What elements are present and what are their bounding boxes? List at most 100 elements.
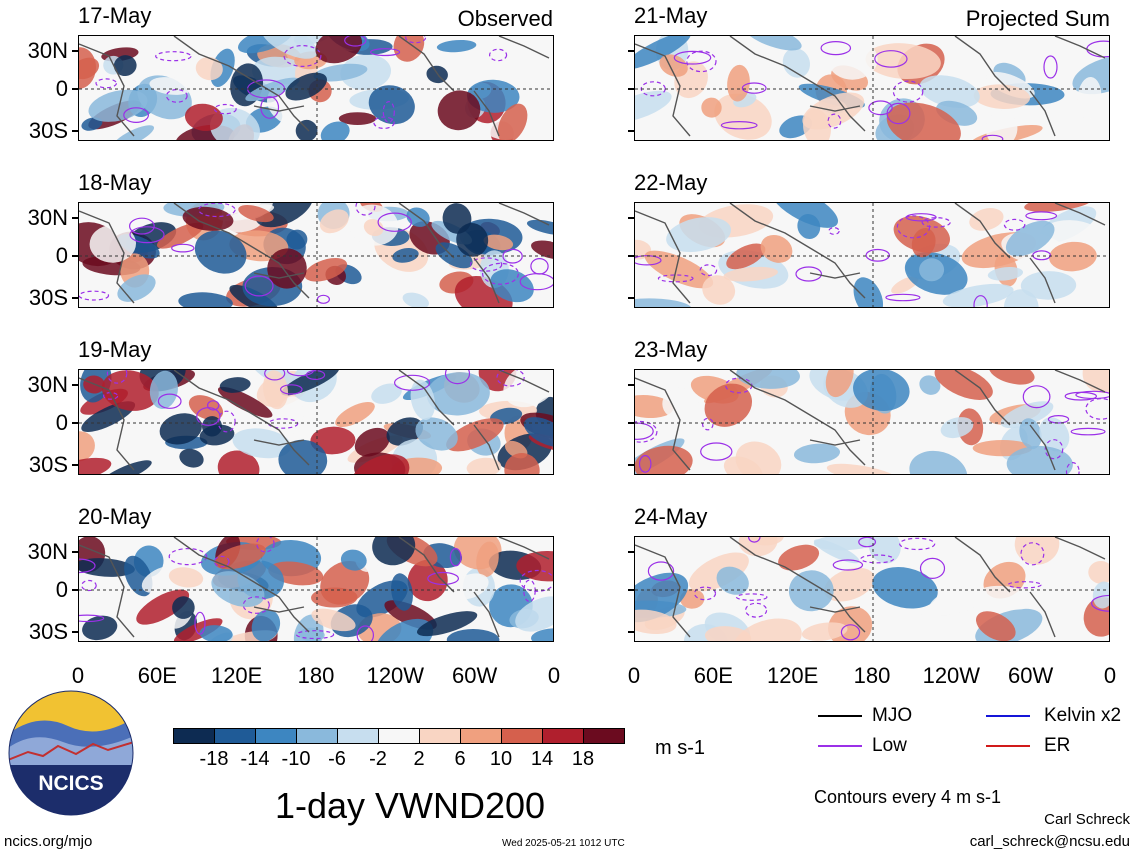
colorbar-tick-label: -10 bbox=[281, 748, 311, 770]
map-panel-23-may bbox=[634, 369, 1110, 475]
latitude-label: 30S bbox=[28, 118, 68, 143]
colorbar-swatch bbox=[501, 728, 543, 744]
longitude-label: 60E bbox=[693, 663, 733, 688]
contours-note: Contours every 4 m s-1 bbox=[814, 787, 1002, 807]
latitude-label: 30S bbox=[28, 452, 68, 477]
latitude-tick bbox=[72, 551, 78, 553]
latitude-tick bbox=[628, 297, 634, 299]
colorbar-swatch bbox=[337, 728, 379, 744]
longitude-label: 0 bbox=[1103, 663, 1117, 688]
wind-field-20-may bbox=[79, 537, 553, 641]
latitude-tick bbox=[628, 217, 634, 219]
latitude-label: 30N bbox=[27, 539, 68, 564]
panel-date-20-may: 20-May bbox=[78, 504, 152, 529]
wind-field-18-may bbox=[79, 203, 553, 307]
latitude-label: 30N bbox=[27, 205, 68, 230]
latitude-label: 30S bbox=[28, 619, 68, 644]
panel-date-21-may: 21-May bbox=[634, 3, 708, 28]
colorbar-tick-label: -2 bbox=[369, 748, 387, 770]
latitude-tick bbox=[628, 384, 634, 386]
colorbar-units: m s-1 bbox=[655, 737, 705, 759]
legend-er-label: ER bbox=[1044, 735, 1071, 756]
colorbar-swatch bbox=[583, 728, 625, 744]
map-panel-21-may bbox=[634, 35, 1110, 141]
panel-date-22-may: 22-May bbox=[634, 170, 708, 195]
colorbar-swatch bbox=[460, 728, 502, 744]
latitude-tick bbox=[628, 130, 634, 132]
longitude-label: 120E bbox=[210, 663, 263, 688]
panel-date-17-may: 17-May bbox=[78, 3, 152, 28]
legend-er-line bbox=[986, 745, 1030, 747]
timestamp: Wed 2025-05-21 1012 UTC bbox=[502, 838, 625, 849]
latitude-tick bbox=[628, 50, 634, 52]
colorbar-tick-label: 10 bbox=[489, 748, 513, 770]
legend-low-line bbox=[818, 745, 862, 747]
panel-date-24-may: 24-May bbox=[634, 504, 708, 529]
latitude-label: 30S bbox=[28, 285, 68, 310]
colorbar-swatch bbox=[296, 728, 338, 744]
panel-date-19-may: 19-May bbox=[78, 337, 152, 362]
site-link[interactable]: ncics.org/mjo bbox=[4, 833, 93, 850]
wind-field-17-may bbox=[79, 36, 553, 140]
latitude-tick bbox=[72, 384, 78, 386]
map-panel-22-may bbox=[634, 202, 1110, 308]
longitude-label: 60W bbox=[452, 663, 498, 688]
latitude-label: 0 bbox=[55, 410, 68, 435]
observed-label: Observed bbox=[457, 6, 553, 31]
longitude-label: 120E bbox=[766, 663, 819, 688]
colorbar-swatch bbox=[173, 728, 215, 744]
colorbar-swatch bbox=[255, 728, 297, 744]
latitude-label: 0 bbox=[55, 577, 68, 602]
latitude-tick bbox=[72, 422, 78, 424]
latitude-tick bbox=[628, 464, 634, 466]
longitude-label: 0 bbox=[547, 663, 561, 688]
latitude-label: 0 bbox=[55, 243, 68, 268]
projected-sum-label: Projected Sum bbox=[965, 6, 1110, 31]
longitude-label: 180 bbox=[853, 663, 891, 688]
latitude-tick bbox=[72, 255, 78, 257]
colorbar-swatch bbox=[378, 728, 420, 744]
colorbar-tick-label: -6 bbox=[328, 748, 346, 770]
latitude-tick bbox=[72, 464, 78, 466]
wind-field-19-may bbox=[79, 370, 553, 474]
latitude-tick bbox=[72, 88, 78, 90]
latitude-tick bbox=[72, 631, 78, 633]
latitude-tick bbox=[628, 88, 634, 90]
latitude-tick bbox=[72, 217, 78, 219]
longitude-label: 0 bbox=[71, 663, 85, 688]
legend-kelvin-line bbox=[986, 715, 1030, 717]
latitude-tick bbox=[628, 631, 634, 633]
legend-kelvin-label: Kelvin x2 bbox=[1044, 705, 1122, 726]
legend-mjo-label: MJO bbox=[872, 705, 913, 726]
longitude-label: 180 bbox=[297, 663, 335, 688]
author: Carl Schreck bbox=[1044, 811, 1130, 828]
map-panel-19-may bbox=[78, 369, 554, 475]
latitude-tick bbox=[72, 50, 78, 52]
colorbar-swatch bbox=[542, 728, 584, 744]
longitude-label: 60E bbox=[137, 663, 177, 688]
colorbar-tick-label: 18 bbox=[571, 748, 595, 770]
latitude-label: 0 bbox=[55, 76, 68, 101]
colorbar-swatch bbox=[214, 728, 256, 744]
latitude-label: 30N bbox=[27, 372, 68, 397]
longitude-label: 60W bbox=[1008, 663, 1054, 688]
latitude-tick bbox=[628, 422, 634, 424]
colorbar-tick-label: 14 bbox=[530, 748, 554, 770]
latitude-tick bbox=[628, 255, 634, 257]
latitude-tick bbox=[628, 551, 634, 553]
wind-field-22-may bbox=[635, 203, 1109, 307]
latitude-tick bbox=[72, 589, 78, 591]
wind-field-23-may bbox=[635, 370, 1109, 474]
author-email[interactable]: carl_schreck@ncsu.edu bbox=[969, 833, 1130, 850]
colorbar-tick-label: 2 bbox=[413, 748, 425, 770]
ncics-logo: NCICS bbox=[8, 690, 134, 816]
legend-low-label: Low bbox=[872, 735, 907, 756]
map-panel-18-may bbox=[78, 202, 554, 308]
latitude-tick bbox=[628, 589, 634, 591]
panel-date-18-may: 18-May bbox=[78, 170, 152, 195]
latitude-tick bbox=[72, 130, 78, 132]
latitude-tick bbox=[72, 297, 78, 299]
legend-mjo-line bbox=[818, 715, 862, 717]
map-panel-17-may bbox=[78, 35, 554, 141]
colorbar-tick-label: -18 bbox=[199, 748, 229, 770]
